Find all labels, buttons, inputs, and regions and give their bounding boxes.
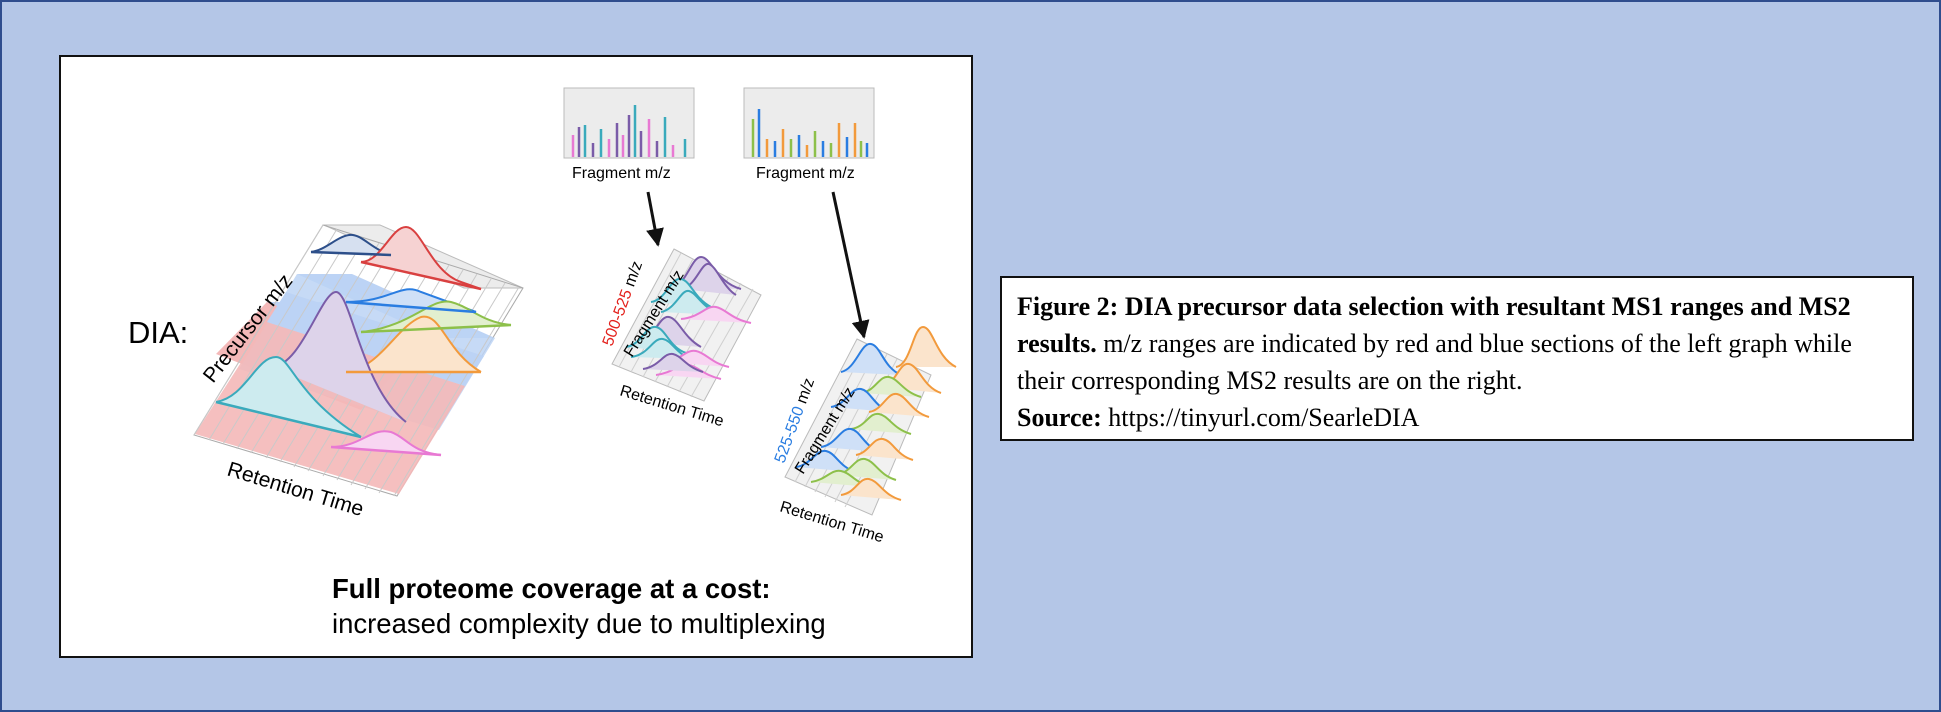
caption-box: Figure 2: DIA precursor data selection w… <box>1000 276 1914 441</box>
spectrum-inset-2 <box>743 87 875 159</box>
ms2-plot-2 <box>784 325 957 516</box>
peak-orange <box>345 315 482 373</box>
ms2-plot-1 <box>611 248 762 402</box>
peak-purple <box>270 290 407 423</box>
caption-title: Figure 2: DIA precursor data selection w… <box>1017 292 1851 358</box>
footer-bold-text: Full proteome coverage at a cost: <box>332 573 771 604</box>
fragment-label-2: Fragment m/z <box>756 165 855 182</box>
peak-navy <box>310 233 392 256</box>
peak-red <box>360 225 482 290</box>
caption-body: m/z ranges are indicated by red and blue… <box>1017 329 1852 395</box>
peak-pink <box>330 430 442 456</box>
caption-source-url: https://tinyurl.com/SearleDIA <box>1101 403 1420 432</box>
main-plot <box>193 224 524 497</box>
dia-diagram: DIA: Precursor m/z Retention Time <box>128 87 957 546</box>
arrow-2 <box>831 191 870 339</box>
fragment-label-1: Fragment m/z <box>572 165 671 182</box>
dia-label: DIA: <box>128 315 188 350</box>
footer-normal-text: increased complexity due to multiplexing <box>332 608 826 639</box>
peak-green <box>360 300 512 333</box>
range-2-unit: m/z <box>792 376 818 410</box>
range-1-unit: m/z <box>620 259 646 293</box>
caption-source-label: Source: <box>1017 403 1102 432</box>
peak-baselines <box>215 250 512 457</box>
arrow-1 <box>646 191 664 247</box>
peak-teal <box>215 355 362 438</box>
figure-panel: DIA: Precursor m/z Retention Time <box>59 55 973 658</box>
spectrum-inset-1 <box>563 87 695 159</box>
